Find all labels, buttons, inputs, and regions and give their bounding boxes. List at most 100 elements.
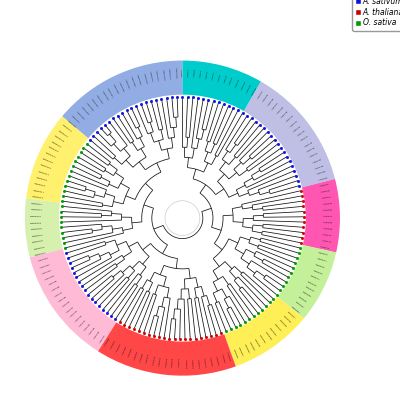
- Text: AsbZIP11: AsbZIP11: [241, 81, 246, 91]
- Wedge shape: [62, 60, 182, 138]
- Text: AsbZIP91: AsbZIP91: [78, 320, 86, 328]
- Text: OsbZIP112: OsbZIP112: [31, 203, 43, 205]
- Text: AsbZIP3: AsbZIP3: [194, 70, 196, 78]
- Text: AsbZIP29: AsbZIP29: [314, 165, 324, 170]
- Text: OsbZIP57: OsbZIP57: [274, 324, 282, 332]
- Text: AtbZIP42: AtbZIP42: [320, 246, 330, 250]
- Text: AsbZIP30: AsbZIP30: [316, 171, 326, 175]
- Wedge shape: [98, 322, 236, 376]
- Text: OsbZIP63: OsbZIP63: [244, 344, 249, 354]
- Text: AsbZIP1: AsbZIP1: [182, 69, 183, 78]
- Text: AsbZIP93: AsbZIP93: [70, 311, 78, 318]
- Text: OsbZIP122: OsbZIP122: [51, 141, 62, 148]
- Text: OsbZIP55: OsbZIP55: [283, 315, 291, 323]
- Wedge shape: [244, 82, 335, 188]
- Text: AtbZIP80: AtbZIP80: [140, 353, 144, 362]
- Text: AsbZIP139: AsbZIP139: [136, 73, 141, 84]
- Text: OsbZIP124: OsbZIP124: [58, 130, 68, 138]
- Text: AsbZIP92: AsbZIP92: [74, 315, 82, 323]
- Text: AsbZIP134: AsbZIP134: [106, 86, 113, 97]
- Text: AsbZIP128: AsbZIP128: [75, 110, 84, 119]
- Text: AsbZIP130: AsbZIP130: [85, 101, 93, 111]
- Text: OsbZIP54: OsbZIP54: [287, 311, 296, 319]
- Text: AtbZIP66: AtbZIP66: [226, 351, 231, 361]
- Text: AsbZIP96: AsbZIP96: [58, 296, 67, 303]
- Text: OsbZIP61: OsbZIP61: [254, 338, 260, 348]
- Wedge shape: [277, 245, 336, 318]
- Text: AsbZIP143: AsbZIP143: [162, 68, 165, 79]
- Text: AtbZIP41: AtbZIP41: [321, 240, 331, 243]
- Text: AsbZIP27: AsbZIP27: [309, 153, 318, 158]
- Text: AsbZIP23: AsbZIP23: [296, 130, 306, 138]
- Text: AtbZIP86: AtbZIP86: [104, 338, 111, 347]
- Text: AsbZIP5: AsbZIP5: [206, 71, 209, 80]
- Text: AtbZIP71: AtbZIP71: [197, 358, 199, 368]
- Text: AtbZIP40: AtbZIP40: [322, 234, 332, 237]
- Text: AsbZIP17: AsbZIP17: [272, 102, 279, 111]
- Text: AtbZIP33: AtbZIP33: [320, 190, 330, 193]
- Text: AsbZIP13: AsbZIP13: [252, 87, 258, 97]
- Text: AsbZIP21: AsbZIP21: [289, 120, 298, 128]
- Text: AsbZIP95: AsbZIP95: [61, 301, 70, 308]
- Text: OsbZIP110: OsbZIP110: [30, 216, 42, 217]
- Text: AsbZIP8: AsbZIP8: [224, 76, 228, 84]
- Text: AtbZIP85: AtbZIP85: [110, 341, 116, 350]
- Text: AsbZIP10: AsbZIP10: [235, 79, 240, 89]
- Text: OsbZIP45: OsbZIP45: [314, 264, 325, 268]
- Wedge shape: [224, 296, 304, 366]
- Text: AsbZIP97: AsbZIP97: [54, 291, 63, 298]
- Text: AsbZIP16: AsbZIP16: [267, 98, 274, 107]
- Text: OsbZIP108: OsbZIP108: [31, 228, 43, 230]
- Text: OsbZIP56: OsbZIP56: [278, 320, 286, 328]
- Legend: A. sativum, A. thaliana, O. sativa: A. sativum, A. thaliana, O. sativa: [352, 0, 400, 30]
- Text: AsbZIP12: AsbZIP12: [246, 84, 252, 94]
- Text: AsbZIP26: AsbZIP26: [306, 147, 316, 153]
- Text: OsbZIP50: OsbZIP50: [302, 291, 311, 298]
- Text: AsbZIP137: AsbZIP137: [124, 78, 130, 89]
- Text: AsbZIP101: AsbZIP101: [41, 270, 52, 275]
- Text: OsbZIP46: OsbZIP46: [312, 270, 323, 274]
- Text: AsbZIP6: AsbZIP6: [212, 72, 215, 81]
- Text: AsbZIP89: AsbZIP89: [88, 328, 96, 336]
- Text: AsbZIP2: AsbZIP2: [188, 69, 190, 78]
- Text: OsbZIP118: OsbZIP118: [40, 164, 51, 170]
- Text: AtbZIP70: AtbZIP70: [203, 357, 206, 367]
- Text: AsbZIP25: AsbZIP25: [303, 142, 312, 148]
- Text: AsbZIP22: AsbZIP22: [293, 125, 302, 132]
- Text: OsbZIP104: OsbZIP104: [35, 252, 47, 256]
- Text: AtbZIP79: AtbZIP79: [146, 354, 150, 364]
- Text: OsbZIP60: OsbZIP60: [260, 335, 266, 344]
- Text: AtbZIP78: AtbZIP78: [153, 356, 156, 366]
- Text: AtbZIP77: AtbZIP77: [159, 357, 162, 367]
- Text: OsbZIP116: OsbZIP116: [36, 177, 48, 181]
- Text: AsbZIP7: AsbZIP7: [218, 74, 221, 83]
- Text: AsbZIP94: AsbZIP94: [65, 306, 74, 314]
- Text: AsbZIP142: AsbZIP142: [156, 68, 159, 80]
- Text: OsbZIP119: OsbZIP119: [42, 158, 54, 164]
- Text: AsbZIP31: AsbZIP31: [317, 177, 328, 181]
- Text: OsbZIP44: OsbZIP44: [316, 258, 327, 262]
- Text: AsbZIP140: AsbZIP140: [143, 71, 147, 83]
- Text: AsbZIP102: AsbZIP102: [39, 264, 50, 269]
- Text: AsbZIP9: AsbZIP9: [230, 78, 234, 86]
- Text: AtbZIP76: AtbZIP76: [166, 358, 168, 368]
- Text: AsbZIP138: AsbZIP138: [130, 75, 135, 86]
- Text: AtbZIP34: AtbZIP34: [321, 196, 331, 199]
- Text: OsbZIP111: OsbZIP111: [30, 209, 42, 211]
- Text: AsbZIP87: AsbZIP87: [99, 335, 106, 344]
- Text: AsbZIP136: AsbZIP136: [118, 80, 124, 91]
- Text: AsbZIP19: AsbZIP19: [280, 111, 289, 119]
- Text: AsbZIP88: AsbZIP88: [94, 331, 100, 340]
- Text: OsbZIP105: OsbZIP105: [33, 246, 45, 250]
- Text: OsbZIP109: OsbZIP109: [30, 222, 42, 224]
- Text: AtbZIP36: AtbZIP36: [322, 209, 332, 211]
- Text: OsbZIP49: OsbZIP49: [304, 286, 314, 292]
- Text: AtbZIP73: AtbZIP73: [185, 358, 186, 368]
- Text: AtbZIP35: AtbZIP35: [322, 203, 332, 205]
- Text: AtbZIP68: AtbZIP68: [215, 354, 218, 364]
- Text: AsbZIP14: AsbZIP14: [257, 90, 263, 100]
- Text: AtbZIP72: AtbZIP72: [191, 358, 193, 368]
- Text: AtbZIP83: AtbZIP83: [122, 346, 127, 356]
- Text: OsbZIP120: OsbZIP120: [45, 152, 56, 158]
- Text: AsbZIP127: AsbZIP127: [71, 114, 80, 123]
